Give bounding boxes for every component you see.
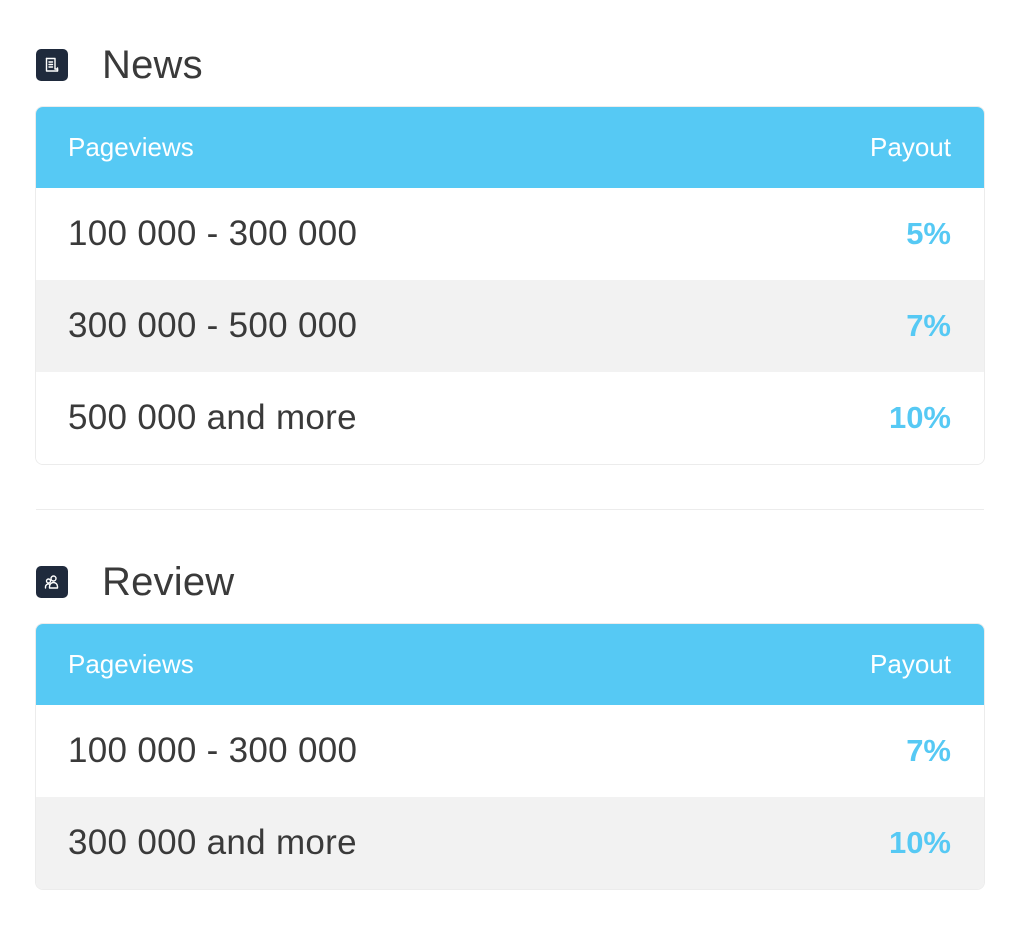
pageviews-range: 100 000 - 300 000 [68,214,358,253]
column-header-payout: Payout [870,649,951,679]
table-row: 100 000 - 300 000 5% [36,188,984,280]
payout-value: 5% [906,216,951,251]
news-header: News [36,40,984,90]
payout-value: 10% [888,400,951,435]
payout-value: 7% [906,308,951,343]
table-row: 500 000 and more 10% [36,372,984,464]
news-table-header: Pageviews Payout [36,107,984,188]
column-header-pageviews: Pageviews [68,649,194,679]
column-header-payout: Payout [870,132,951,162]
news-payout-table: Pageviews Payout 100 000 - 300 000 5% 30… [36,107,984,464]
table-row: 100 000 - 300 000 7% [36,705,984,797]
payout-value: 7% [906,733,951,768]
payout-value: 10% [888,825,951,860]
review-header: Review [36,557,984,607]
pageviews-range: 300 000 - 500 000 [68,306,358,345]
section-divider [36,509,984,510]
document-icon [36,49,68,81]
review-section: Review Pageviews Payout 100 000 - 300 00… [36,557,984,889]
review-table-header: Pageviews Payout [36,624,984,705]
table-row: 300 000 - 500 000 7% [36,280,984,372]
column-header-pageviews: Pageviews [68,132,194,162]
pageviews-range: 100 000 - 300 000 [68,731,358,770]
table-row: 300 000 and more 10% [36,797,984,889]
review-title: Review [102,560,235,604]
news-section: News Pageviews Payout 100 000 - 300 000 … [36,40,984,464]
users-icon [36,566,68,598]
pageviews-range: 300 000 and more [68,823,357,862]
pageviews-range: 500 000 and more [68,398,357,437]
review-payout-table: Pageviews Payout 100 000 - 300 000 7% 30… [36,624,984,889]
news-title: News [102,43,203,87]
